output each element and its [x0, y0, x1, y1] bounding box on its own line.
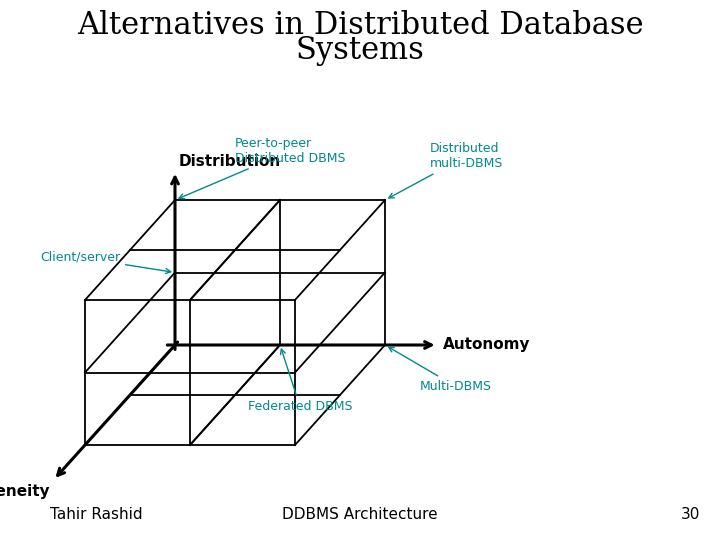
Text: Alternatives in Distributed Database: Alternatives in Distributed Database: [77, 10, 643, 41]
Text: Systems: Systems: [296, 35, 424, 66]
Text: Multi-DBMS: Multi-DBMS: [389, 347, 492, 393]
Text: Client/server: Client/server: [40, 251, 171, 274]
Text: Tahir Rashid: Tahir Rashid: [50, 507, 143, 522]
Text: 30: 30: [680, 507, 700, 522]
Text: DDBMS Architecture: DDBMS Architecture: [282, 507, 438, 522]
Text: Federated DBMS: Federated DBMS: [248, 349, 352, 413]
Text: Heterogeneity: Heterogeneity: [0, 484, 50, 499]
Text: Distributed
multi-DBMS: Distributed multi-DBMS: [389, 142, 503, 198]
Text: Peer-to-peer
Distributed DBMS: Peer-to-peer Distributed DBMS: [179, 137, 346, 199]
Text: Autonomy: Autonomy: [443, 338, 530, 353]
Text: Distribution: Distribution: [179, 154, 282, 169]
